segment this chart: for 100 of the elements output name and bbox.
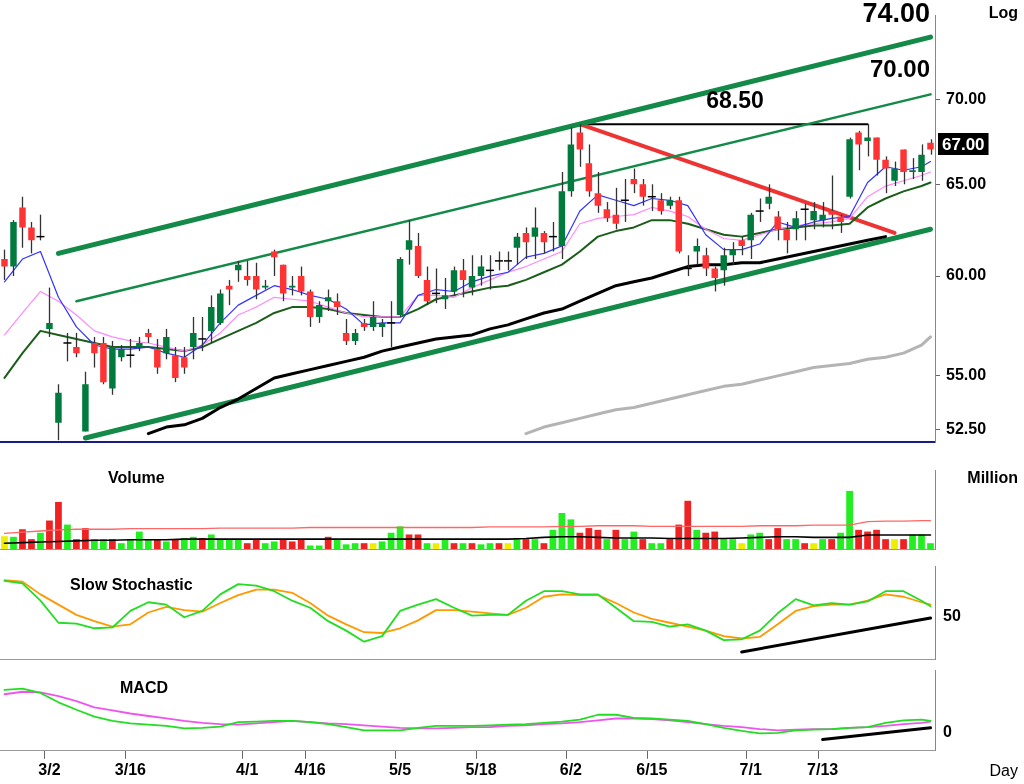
- y-tick-label: 52.50: [946, 419, 987, 437]
- bar: [378, 541, 386, 549]
- bar: [243, 543, 251, 549]
- bar: [540, 543, 548, 549]
- candlestick: [522, 226, 530, 260]
- candlestick: [900, 148, 907, 185]
- candlestick: [918, 143, 925, 182]
- bar: [261, 543, 269, 549]
- candlestick: [19, 196, 26, 249]
- bar: [270, 541, 278, 549]
- candlestick: [297, 265, 305, 297]
- bar: [774, 528, 782, 549]
- bar: [234, 539, 242, 549]
- bar: [810, 543, 817, 549]
- candlestick: [765, 183, 772, 210]
- candlestick: [324, 288, 332, 312]
- candlestick: [873, 136, 880, 177]
- candlestick: [612, 187, 620, 230]
- bar: [351, 543, 359, 549]
- candlestick: [154, 338, 161, 375]
- bar: [747, 534, 755, 549]
- candlestick: [450, 265, 458, 297]
- bar: [927, 543, 934, 549]
- candlestick: [163, 328, 170, 360]
- bar: [855, 529, 862, 549]
- candlestick: [882, 155, 889, 194]
- candlestick: [792, 210, 799, 241]
- x-tick-label: 5/5: [388, 760, 412, 778]
- bar: [675, 524, 683, 549]
- bar: [162, 541, 170, 549]
- bar: [648, 543, 656, 549]
- bar: [792, 539, 800, 549]
- bar: [486, 543, 494, 549]
- candlestick: [693, 237, 700, 266]
- candlestick: [369, 300, 377, 332]
- candlestick: [73, 332, 80, 358]
- bar: [1, 536, 8, 549]
- bar: [828, 539, 835, 549]
- bar: [46, 520, 53, 549]
- bar: [639, 539, 647, 549]
- y-axis-title: Million: [967, 469, 1018, 487]
- bar: [819, 539, 826, 549]
- candlestick: [810, 201, 817, 230]
- candlestick: [208, 294, 215, 344]
- bar: [423, 543, 431, 549]
- text: 67.00: [942, 134, 985, 154]
- candlestick: [774, 210, 781, 241]
- x-axis-title: Day: [989, 762, 1018, 780]
- bar: [225, 539, 233, 549]
- candlestick: [729, 241, 736, 266]
- x-tick-label: 5/18: [465, 760, 497, 778]
- y-tick-label: 60.00: [946, 266, 987, 284]
- bar: [756, 532, 764, 549]
- candlestick: [190, 316, 197, 360]
- candlestick: [441, 277, 449, 310]
- candlestick: [819, 201, 826, 229]
- candlestick: [909, 157, 916, 180]
- x-tick-label: 6/15: [636, 760, 668, 778]
- y-tick-label: 70.00: [946, 89, 987, 107]
- bar: [621, 539, 629, 549]
- bar: [657, 543, 665, 549]
- candlestick: [459, 258, 467, 298]
- text: 0: [943, 723, 952, 741]
- bar: [801, 543, 809, 549]
- y-tick-label: 65.00: [946, 174, 987, 192]
- bar: [315, 545, 323, 549]
- bar: [342, 544, 350, 549]
- bar: [603, 539, 611, 549]
- candlestick: [657, 192, 665, 216]
- x-tick-label: 3/16: [114, 760, 147, 778]
- candlestick: [531, 206, 539, 260]
- candlestick: [423, 265, 431, 306]
- candlestick: [864, 123, 871, 158]
- x-tick-label: 3/2: [38, 760, 61, 778]
- bar: [666, 539, 674, 549]
- bar: [459, 543, 467, 549]
- bar: [783, 539, 791, 549]
- candlestick: [181, 346, 188, 375]
- candlestick: [28, 221, 35, 255]
- annotation: 74.00: [862, 0, 930, 29]
- bar: [369, 543, 377, 549]
- candlestick: [639, 178, 647, 207]
- bar: [531, 539, 539, 549]
- bar: [891, 539, 898, 549]
- chart-title: Volume: [108, 469, 165, 487]
- x-tick-label: 7/1: [739, 760, 762, 778]
- bar: [765, 539, 773, 549]
- bar: [846, 490, 853, 549]
- candlestick: [1, 248, 8, 281]
- candlestick: [288, 275, 296, 297]
- bar: [873, 529, 880, 549]
- candlestick: [891, 160, 898, 187]
- candlestick: [540, 230, 548, 255]
- candlestick: [405, 219, 413, 266]
- bar: [55, 501, 62, 549]
- bar: [360, 543, 368, 549]
- x-tick-label: 7/13: [807, 760, 839, 778]
- chart-title: Slow Stochastic: [70, 576, 193, 594]
- candlestick: [252, 262, 260, 300]
- bar: [82, 528, 89, 549]
